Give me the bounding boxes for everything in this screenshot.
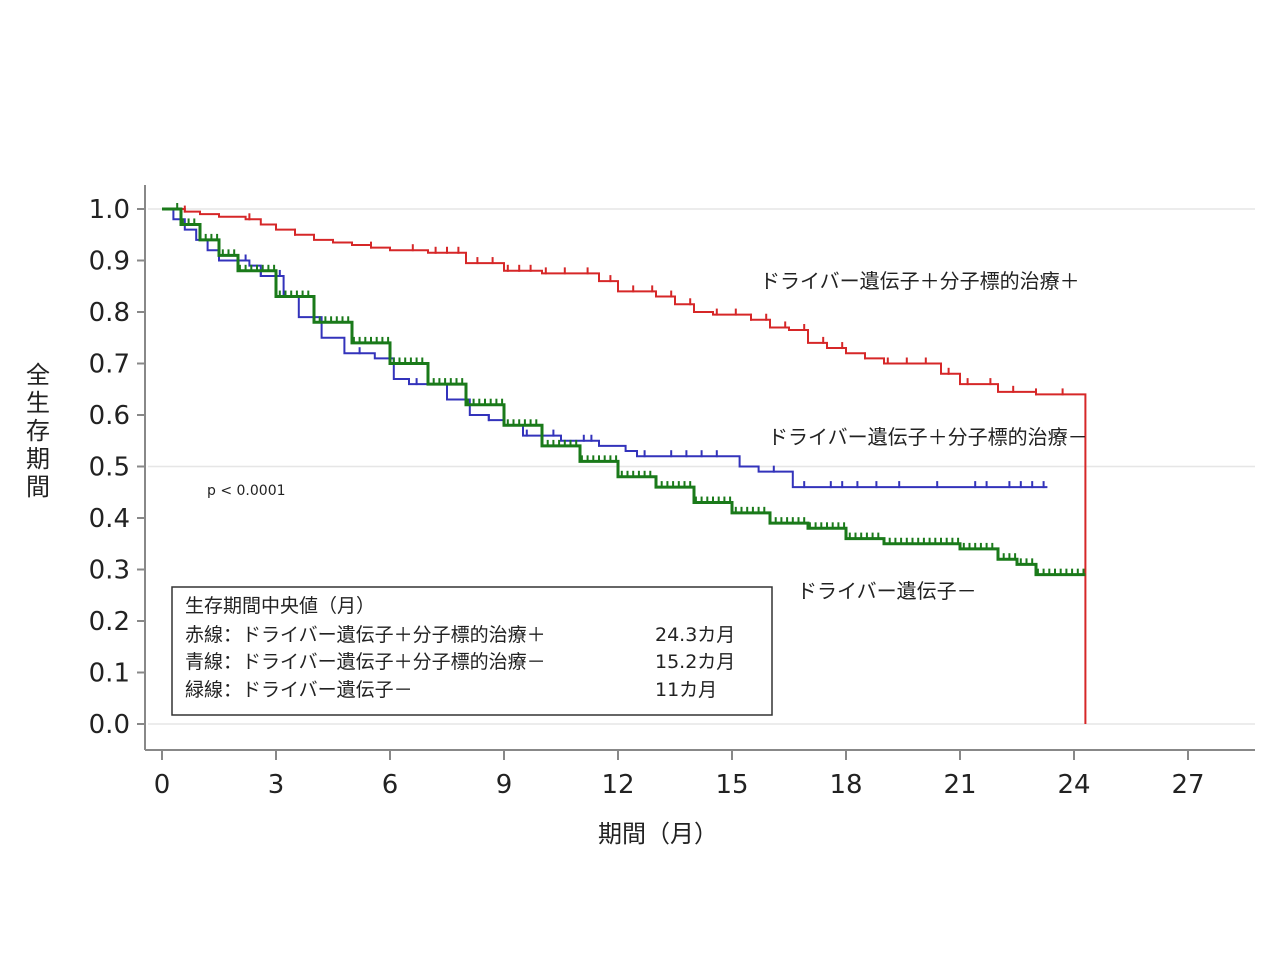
x-tick-label-1: 3: [268, 770, 285, 800]
y-tick-label-10: 1.0: [89, 195, 130, 225]
survival-curves: [162, 203, 1087, 724]
x-tick-label-5: 15: [715, 770, 748, 800]
x-tick-label-2: 6: [382, 770, 399, 800]
y-tick-label-2: 0.2: [89, 607, 130, 637]
y-tick-label-9: 0.9: [89, 247, 130, 277]
y-tick-label-1: 0.1: [89, 659, 130, 689]
x-tick-label-9: 27: [1171, 770, 1204, 800]
x-tick-label-4: 12: [601, 770, 634, 800]
legend-row-green-value: 11カ月: [655, 679, 717, 701]
y-tick-label-4: 0.4: [89, 504, 130, 534]
y-axis-title: 全生存期間: [26, 361, 50, 501]
series-line-2: [162, 207, 1086, 577]
p-value-annotation: p < 0.0001: [207, 483, 286, 499]
x-tick-label-7: 21: [943, 770, 976, 800]
legend-row-blue-label: 青線：ドライバー遺伝子＋分子標的治療－: [185, 651, 546, 673]
legend-row-green-label: 緑線：ドライバー遺伝子－: [185, 679, 413, 701]
legend-frame: [171, 586, 773, 716]
curve-label-blue: ドライバー遺伝子＋分子標的治療－: [768, 425, 1088, 449]
x-axis-title: 期間（月）: [598, 820, 718, 848]
y-tick-label-8: 0.8: [89, 298, 130, 328]
y-tick-label-5: 0.5: [89, 453, 130, 483]
curve-label-green: ドライバー遺伝子－: [797, 579, 977, 603]
x-tick-label-8: 24: [1057, 770, 1090, 800]
y-tick-label-6: 0.6: [89, 401, 130, 431]
series-line-1: [162, 208, 1048, 489]
x-ticks: 0 3 6 9 12 15 18 21 24 27: [154, 750, 1205, 800]
x-tick-label-0: 0: [154, 770, 171, 800]
y-tick-label-0: 0.0: [89, 710, 130, 740]
y-tick-label-7: 0.7: [89, 350, 130, 380]
legend-row-red-value: 24.3カ月: [655, 624, 735, 646]
legend-title: 生存期間中央値（月）: [185, 595, 375, 617]
legend-row-blue-value: 15.2カ月: [655, 651, 735, 673]
legend-row-red-label: 赤線：ドライバー遺伝子＋分子標的治療＋: [185, 624, 546, 646]
x-tick-label-3: 9: [496, 770, 513, 800]
legend-box: 生存期間中央値（月） 赤線：ドライバー遺伝子＋分子標的治療＋ 24.3カ月 青線…: [171, 586, 773, 716]
series-line-0: [162, 208, 1087, 724]
curve-label-red: ドライバー遺伝子＋分子標的治療＋: [760, 269, 1080, 293]
y-tick-label-3: 0.3: [89, 556, 130, 586]
y-ticks: 0.0 0.1 0.2 0.3 0.4 0.5 0.6 0.7 0.8 0.9 1.0: [89, 195, 145, 740]
x-tick-label-6: 18: [829, 770, 862, 800]
reference-lines: [148, 208, 1255, 725]
